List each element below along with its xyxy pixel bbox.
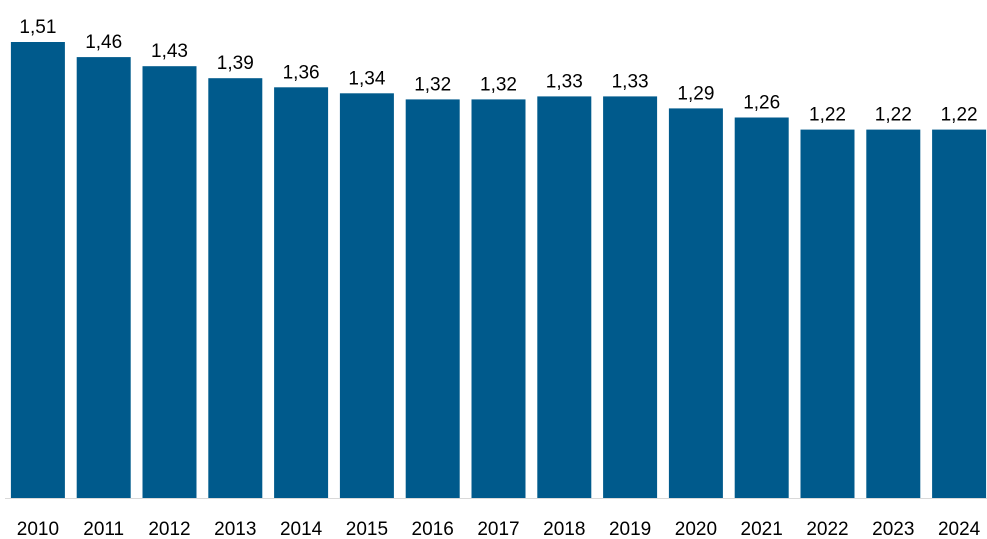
bar-2018 [537,96,592,499]
data-label-2021: 1,26 [743,93,780,114]
data-label-2012: 1,43 [151,41,188,62]
data-label-2019: 1,33 [612,71,649,92]
x-tick-label-2013: 2013 [214,519,256,539]
bar-2013 [208,78,263,498]
x-tick-label-2018: 2018 [543,519,585,539]
bar-2016 [405,99,460,499]
bar-2021 [734,117,789,498]
x-tick-label-2019: 2019 [609,519,651,539]
data-label-2011: 1,46 [85,32,122,53]
bar-2014 [274,87,329,499]
x-tick-label-2014: 2014 [280,519,323,539]
bar-2019 [603,96,658,499]
bar-2011 [76,57,131,498]
data-label-2017: 1,32 [480,74,517,95]
data-label-2015: 1,34 [348,68,385,89]
x-tick-label-2017: 2017 [477,519,519,539]
bar-2023 [866,129,921,498]
bar-2020 [668,108,723,499]
x-tick-label-2010: 2010 [17,519,59,539]
x-tick-label-2012: 2012 [148,519,190,539]
bar-2012 [142,66,197,498]
x-tick-label-2016: 2016 [412,519,454,539]
data-label-2024: 1,22 [941,105,978,126]
bar-2022 [800,129,855,498]
bars-group [10,42,987,499]
x-tick-label-2024: 2024 [938,519,981,539]
bar-2017 [471,99,526,499]
bar-2015 [339,93,394,499]
x-tick-label-2023: 2023 [872,519,914,539]
data-label-2023: 1,22 [875,105,912,126]
x-tick-label-2021: 2021 [741,519,783,539]
data-label-2022: 1,22 [809,105,846,126]
data-label-2020: 1,29 [677,83,714,104]
x-tick-label-2020: 2020 [675,519,717,539]
data-label-2013: 1,39 [217,53,254,74]
x-tick-label-2011: 2011 [83,519,124,539]
x-tick-label-2015: 2015 [346,519,388,539]
data-label-2014: 1,36 [283,62,320,83]
data-label-2010: 1,51 [19,17,56,38]
data-label-2016: 1,32 [414,74,451,95]
bar-2024 [932,129,987,498]
data-labels-group: 1,51 1,46 1,43 1,39 1,36 1,34 1,32 1,32 1,33 1,33… [19,17,977,126]
x-tick-label-2022: 2022 [806,519,848,539]
bar-2010 [10,42,65,498]
data-label-2018: 1,33 [546,71,583,92]
x-tick-labels-group: 2010 2011 2012 2013 2014 2015 2016 2017 2018 2019… [17,519,981,539]
